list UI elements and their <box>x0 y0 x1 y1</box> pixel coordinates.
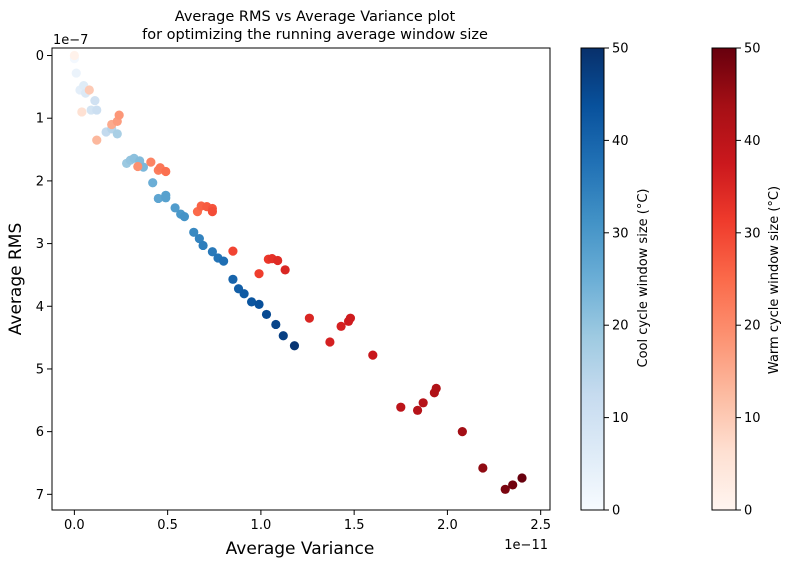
data-point <box>84 85 94 95</box>
data-point <box>280 265 290 275</box>
data-point <box>71 68 81 78</box>
data-point <box>289 341 300 351</box>
data-point <box>133 161 143 172</box>
colorbar-tick-label: 30 <box>744 226 761 241</box>
colorbar-tick-label: 50 <box>612 42 629 57</box>
data-point <box>396 402 406 412</box>
data-point <box>161 190 171 200</box>
y-tick-label: 0 <box>36 49 44 64</box>
data-point <box>90 96 100 106</box>
data-point <box>228 246 238 256</box>
data-point <box>92 105 102 115</box>
y-axis-label: Average RMS <box>6 223 26 335</box>
cool-colorbar-label: Cool cycle window size (°C) <box>636 189 651 368</box>
y-tick-label: 4 <box>36 300 44 315</box>
colorbar-tick-label: 30 <box>612 226 629 241</box>
data-point <box>207 247 217 257</box>
y-tick-label: 2 <box>36 174 44 189</box>
cool-colorbar-bar <box>580 47 605 511</box>
colorbar-tick-label: 20 <box>744 319 761 334</box>
colorbar-tick-label: 20 <box>612 319 629 334</box>
data-point <box>261 309 272 320</box>
data-point <box>508 480 518 490</box>
colorbar-tick-label: 50 <box>744 42 761 57</box>
data-point <box>179 212 190 222</box>
x-tick-label: 0.5 <box>157 518 178 533</box>
colorbar-tick-label: 0 <box>612 504 620 519</box>
data-point <box>478 463 488 473</box>
data-point <box>500 484 510 494</box>
colorbar-tick-label: 10 <box>612 411 629 426</box>
data-point <box>112 129 122 139</box>
series-blues <box>69 54 300 351</box>
data-point <box>146 157 156 167</box>
data-point <box>207 207 217 217</box>
data-point <box>246 297 257 307</box>
data-point <box>412 405 423 415</box>
y-tick-label: 1 <box>36 112 44 127</box>
x-axis-label: Average Variance <box>226 539 375 559</box>
data-point <box>239 289 249 299</box>
y-tick-label: 7 <box>36 488 44 503</box>
data-point <box>368 350 378 360</box>
data-point <box>77 107 87 117</box>
data-point <box>170 203 180 213</box>
data-point <box>517 473 527 483</box>
colorbar-tick-label: 0 <box>744 504 752 519</box>
data-point <box>457 427 467 437</box>
chart-title-line2: for optimizing the running average windo… <box>142 27 488 43</box>
data-point <box>92 135 102 145</box>
data-point <box>304 313 314 323</box>
data-point <box>194 233 204 244</box>
data-point <box>198 240 208 251</box>
colorbar-tick-label: 40 <box>744 134 761 149</box>
chart-title-line1: Average RMS vs Average Variance plot <box>175 9 456 25</box>
warm-colorbar: 0 10 20 30 40 50 <box>711 42 761 519</box>
data-point <box>148 178 158 188</box>
x-tick-label: 1.0 <box>251 518 272 533</box>
data-point <box>418 398 428 408</box>
data-point <box>153 193 163 204</box>
colorbar-tick-label: 10 <box>744 411 761 426</box>
y-tick-label: 5 <box>36 362 44 377</box>
data-point <box>273 255 283 266</box>
x-tick-label: 1.5 <box>344 518 365 533</box>
data-point <box>114 110 124 120</box>
data-point <box>219 256 229 266</box>
data-point <box>336 321 346 331</box>
data-point <box>228 274 238 284</box>
x-tick-label: 2.0 <box>437 518 458 533</box>
x-tick-label: 0.0 <box>64 518 85 533</box>
y-tick-label: 6 <box>36 425 44 440</box>
plot-frame <box>51 47 551 511</box>
data-point <box>278 331 288 341</box>
colorbar-tick-label: 40 <box>612 134 629 149</box>
x-axis-multiplier: 1e−11 <box>504 538 548 553</box>
data-point <box>69 50 79 61</box>
x-tick-label: 2.5 <box>530 518 551 533</box>
y-axis-multiplier: 1e−7 <box>53 33 88 48</box>
warm-colorbar-bar <box>711 47 737 511</box>
plot-area: 0.0 0.5 1.0 1.5 2.0 2.5 0 1 2 3 4 5 6 7 <box>36 47 551 533</box>
data-point <box>189 227 199 237</box>
series-reds <box>69 50 527 494</box>
data-point <box>431 383 441 393</box>
data-point <box>271 319 281 330</box>
data-point <box>254 299 264 309</box>
data-point <box>345 313 356 323</box>
data-point <box>161 166 171 177</box>
colorbars: 0 10 20 30 40 50 0 10 20 30 40 50 <box>580 42 761 519</box>
y-tick-label: 3 <box>36 237 44 252</box>
cool-colorbar: 0 10 20 30 40 50 <box>580 42 629 519</box>
data-point <box>325 337 335 347</box>
data-point <box>254 269 264 279</box>
warm-colorbar-label: Warm cycle window size (°C) <box>767 186 782 374</box>
